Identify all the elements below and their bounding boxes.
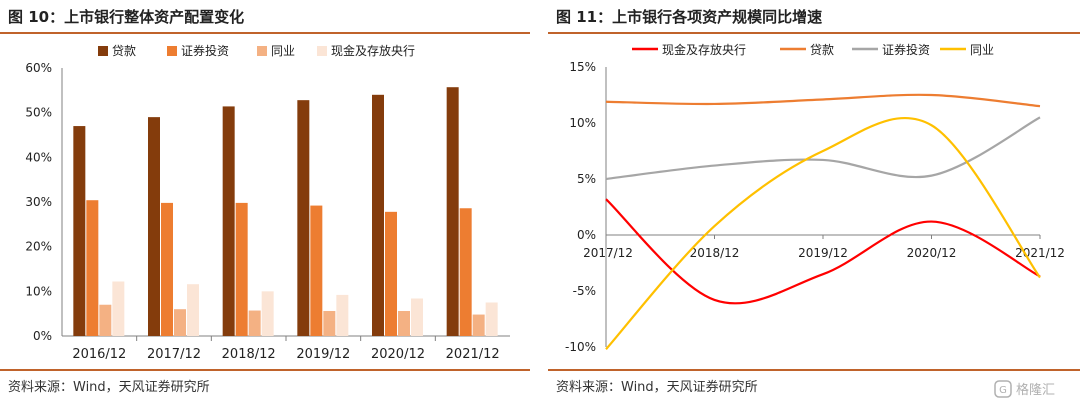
legend-label: 现金及存放央行: [662, 42, 746, 57]
bar: [297, 100, 310, 336]
x-tick-label: 2016/12: [72, 347, 126, 362]
bar: [261, 291, 274, 336]
bar: [459, 208, 472, 336]
y-tick-label: 60%: [25, 61, 52, 75]
bar: [187, 284, 199, 336]
bar: [323, 310, 336, 336]
legend-label: 证券投资: [181, 43, 229, 58]
bar: [485, 302, 498, 336]
watermark-text: 格隆汇: [1016, 382, 1055, 398]
bar: [310, 205, 323, 336]
series-line: [605, 198, 1041, 305]
y-tick-label: 10%: [569, 116, 596, 130]
y-tick-label: -5%: [573, 284, 596, 298]
chart-panel-asset-allocation: 图 10：上市银行整体资产配置变化 贷款 证券投资 同业 现金及存放央行 0% 10% 20…: [0, 0, 530, 403]
legend-swatch: [98, 46, 108, 56]
chart-panel-growth-rates: 图 11：上市银行各项资产规模同比增速 现金及存放央行 贷款 证券投资 同业 15% 10…: [548, 0, 1080, 403]
bar: [174, 309, 186, 336]
y-tick-label: -10%: [565, 340, 596, 354]
bar: [248, 310, 261, 336]
x-tick-label: 2017/12: [147, 347, 201, 362]
watermark-logo: G 格隆汇: [994, 380, 1055, 398]
y-tick-label: 0%: [577, 228, 596, 242]
legend-swatch: [317, 46, 327, 56]
bar: [86, 200, 99, 336]
chart-title: 图 11：上市银行各项资产规模同比增速: [556, 8, 823, 26]
legend-swatch: [167, 46, 177, 56]
x-tick-label: 2018/12: [222, 347, 276, 362]
bar: [99, 304, 112, 336]
x-tick-label: 2020/12: [907, 246, 957, 260]
bar: [336, 294, 349, 336]
x-tick-label: 2017/12: [583, 246, 633, 260]
watermark-logo-mark: [994, 380, 1012, 398]
bar: [148, 117, 160, 336]
line-chart: 现金及存放央行 贷款 证券投资 同业 15% 10% 5% 0% -5% -10% 2017/12 2…: [565, 42, 1065, 354]
bar: [222, 106, 235, 336]
x-tick-label: 2019/12: [798, 246, 848, 260]
x-tick-label: 2021/12: [446, 347, 500, 362]
x-tick-label: 2020/12: [371, 347, 425, 362]
bar: [112, 281, 125, 336]
bar: [472, 314, 485, 336]
bar: [446, 87, 459, 336]
watermark-logo-glyph: G: [999, 385, 1007, 396]
x-tick-label: 2018/12: [690, 246, 740, 260]
title-rule: [548, 32, 1080, 34]
source-note: 资料来源：Wind，天风证券研究所: [8, 380, 210, 395]
footer-rule: [548, 369, 1080, 371]
bar: [161, 202, 173, 336]
legend-label: 现金及存放央行: [331, 43, 415, 58]
bar: [372, 94, 384, 336]
legend-swatch: [257, 46, 267, 56]
bar: [385, 211, 397, 336]
source-note: 资料来源：Wind，天风证券研究所: [556, 380, 758, 395]
y-tick-label: 20%: [25, 240, 52, 254]
bar: [73, 126, 86, 336]
y-tick-label: 15%: [569, 60, 596, 74]
bar: [398, 310, 410, 336]
x-tick-label: 2019/12: [296, 347, 350, 362]
y-tick-label: 5%: [577, 172, 596, 186]
series-line: [605, 116, 1041, 350]
chart-title: 图 10：上市银行整体资产配置变化: [8, 8, 245, 26]
legend-label: 证券投资: [882, 42, 930, 57]
footer-rule: [0, 369, 530, 371]
y-tick-label: 30%: [25, 195, 52, 209]
bar: [411, 298, 423, 336]
legend-label: 同业: [271, 44, 295, 58]
bar-chart: 贷款 证券投资 同业 现金及存放央行 0% 10% 20% 30% 40% 50% 60% 2016/…: [25, 43, 510, 362]
y-tick-label: 40%: [25, 150, 52, 164]
title-rule: [0, 32, 530, 34]
bar: [235, 202, 248, 336]
legend-label: 贷款: [112, 44, 136, 58]
series-line: [605, 116, 1041, 181]
y-tick-label: 50%: [25, 106, 52, 120]
legend-label: 贷款: [810, 43, 834, 57]
y-tick-label: 10%: [25, 284, 52, 298]
legend-label: 同业: [970, 43, 994, 57]
y-tick-label: 0%: [33, 329, 52, 343]
series-line: [605, 93, 1041, 108]
